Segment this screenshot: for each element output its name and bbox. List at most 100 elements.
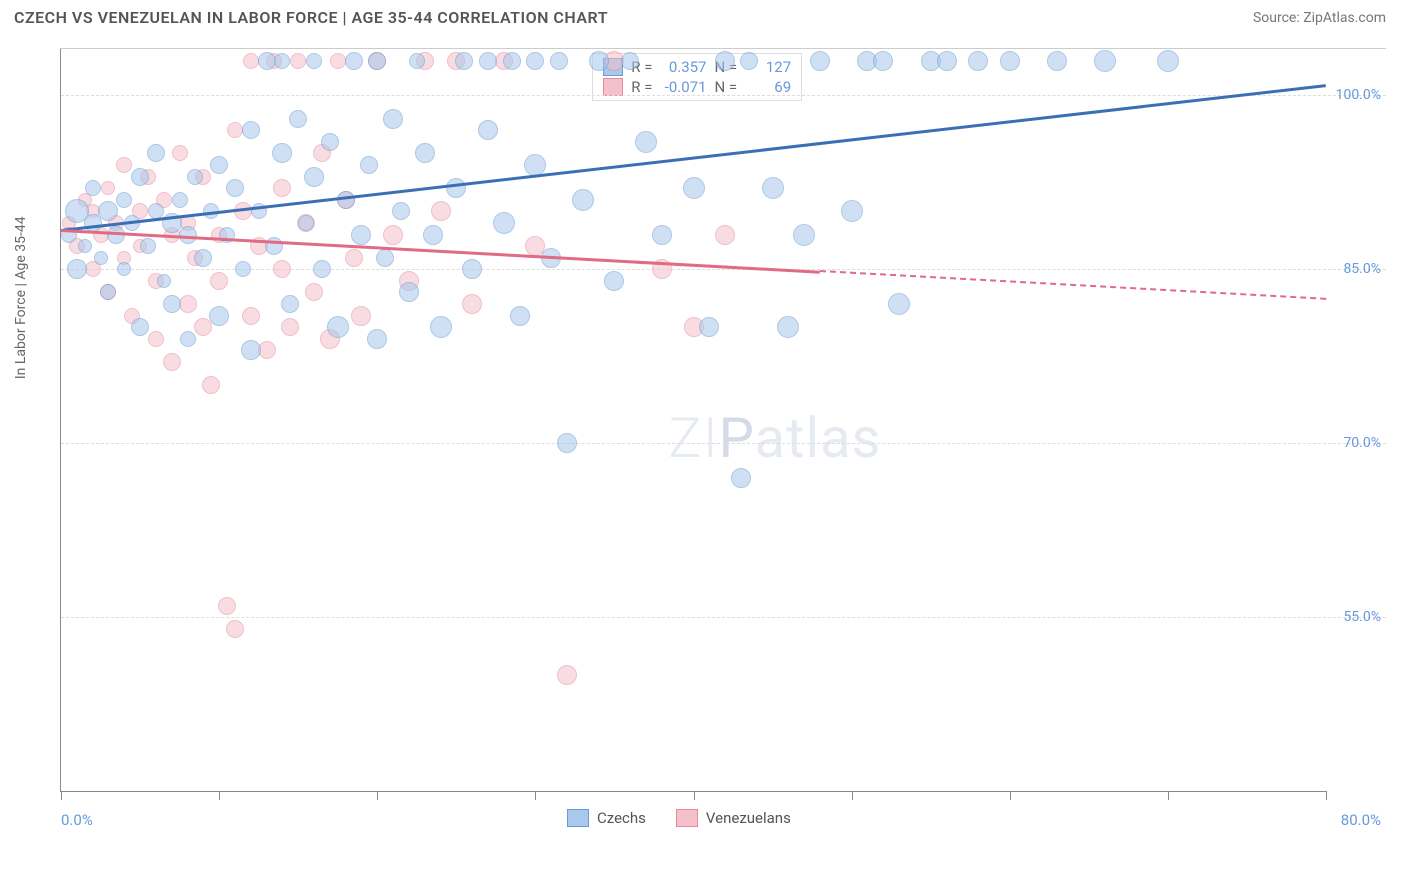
scatter-point <box>423 225 443 245</box>
scatter-point <box>116 157 132 173</box>
scatter-point <box>194 318 212 336</box>
scatter-point <box>258 52 276 70</box>
legend-item: Czechs <box>567 809 646 827</box>
gridline <box>61 443 1386 444</box>
scatter-point <box>524 154 546 176</box>
scatter-point <box>273 260 291 278</box>
scatter-point <box>635 131 657 153</box>
scatter-point <box>604 271 624 291</box>
scatter-point <box>1000 51 1020 71</box>
scatter-point <box>242 121 260 139</box>
scatter-point <box>273 179 291 197</box>
scatter-point <box>455 52 473 70</box>
x-tick <box>694 791 695 800</box>
gridline <box>61 95 1386 96</box>
scatter-point <box>227 122 243 138</box>
scatter-point <box>163 295 181 313</box>
scatter-point <box>503 52 521 70</box>
scatter-point <box>272 143 292 163</box>
scatter-point <box>131 318 149 336</box>
scatter-point <box>210 272 228 290</box>
scatter-point <box>793 224 815 246</box>
scatter-point <box>313 260 331 278</box>
scatter-point <box>172 192 188 208</box>
scatter-point <box>1047 51 1067 71</box>
scatter-point <box>430 316 452 338</box>
plot-area: In Labor Force | Age 35-44 ZIPatlas 0.0%… <box>60 49 1326 792</box>
scatter-point <box>194 249 212 267</box>
x-axis-min-label: 0.0% <box>61 811 93 829</box>
scatter-point <box>304 167 324 187</box>
scatter-point <box>409 53 425 69</box>
scatter-point <box>351 225 371 245</box>
gridline <box>61 617 1386 618</box>
scatter-point <box>888 293 910 315</box>
scatter-point <box>550 52 568 70</box>
scatter-point <box>226 620 244 638</box>
scatter-point <box>305 283 323 301</box>
watermark: ZIPatlas <box>668 405 881 471</box>
r-value: -0.071 <box>661 78 707 96</box>
scatter-point <box>762 177 784 199</box>
y-tick-label: 85.0% <box>1343 261 1381 277</box>
scatter-point <box>281 295 299 313</box>
scatter-point <box>243 53 259 69</box>
scatter-point <box>873 51 893 71</box>
stats-row: R =-0.071N =69 <box>603 77 791 97</box>
x-tick <box>535 791 536 800</box>
scatter-point <box>202 376 220 394</box>
scatter-point <box>147 144 165 162</box>
scatter-point <box>187 169 203 185</box>
scatter-point <box>179 295 197 313</box>
scatter-point <box>327 316 349 338</box>
y-tick-label: 100.0% <box>1336 87 1381 103</box>
scatter-point <box>131 168 149 186</box>
x-tick <box>1010 791 1011 800</box>
scatter-point <box>116 192 132 208</box>
scatter-point <box>415 143 435 163</box>
scatter-point <box>937 51 957 71</box>
scatter-point <box>337 191 355 209</box>
scatter-point <box>241 340 261 360</box>
scatter-point <box>235 261 251 277</box>
scatter-point <box>1157 50 1179 72</box>
scatter-point <box>298 215 314 231</box>
scatter-point <box>493 212 515 234</box>
scatter-point <box>479 52 497 70</box>
scatter-point <box>699 317 719 337</box>
scatter-point <box>351 306 371 326</box>
scatter-point <box>376 249 394 267</box>
chart-container: In Labor Force | Age 35-44 ZIPatlas 0.0%… <box>60 48 1386 832</box>
scatter-point <box>78 239 92 253</box>
legend-swatch <box>676 809 698 827</box>
scatter-point <box>731 468 751 488</box>
scatter-point <box>841 200 863 222</box>
scatter-point <box>148 331 164 347</box>
scatter-point <box>226 179 244 197</box>
n-value: 69 <box>745 78 791 96</box>
scatter-point <box>572 189 594 211</box>
scatter-point <box>383 109 403 129</box>
scatter-point <box>242 307 260 325</box>
scatter-point <box>98 201 118 221</box>
source-label: Source: ZipAtlas.com <box>1253 10 1386 26</box>
gridline <box>61 269 1386 270</box>
scatter-point <box>218 597 236 615</box>
scatter-point <box>526 52 544 70</box>
x-tick <box>852 791 853 800</box>
scatter-point <box>368 52 386 70</box>
scatter-point <box>163 353 181 371</box>
scatter-point <box>140 238 156 254</box>
x-tick <box>377 791 378 800</box>
scatter-point <box>290 53 306 69</box>
scatter-point <box>360 156 378 174</box>
scatter-point <box>777 316 799 338</box>
scatter-point <box>589 51 609 71</box>
y-tick-label: 70.0% <box>1343 435 1381 451</box>
scatter-point <box>172 145 188 161</box>
scatter-point <box>392 202 410 220</box>
regression-line <box>61 84 1326 231</box>
scatter-point <box>715 225 735 245</box>
scatter-point <box>101 181 115 195</box>
scatter-point <box>431 201 451 221</box>
